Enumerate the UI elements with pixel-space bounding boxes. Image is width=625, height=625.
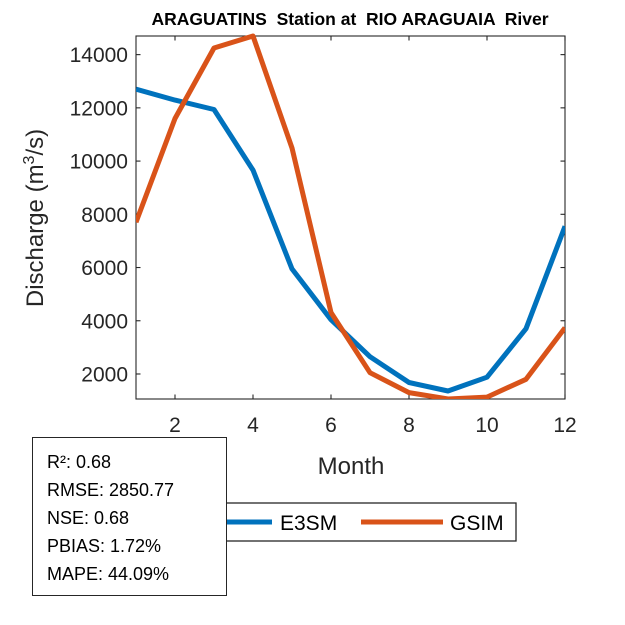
x-tick-label: 4 (247, 414, 259, 437)
y-axis-label: Discharge (m3/s) (21, 129, 49, 307)
x-tick-label: 12 (553, 414, 576, 437)
stat-r2: R²: 0.68 (47, 452, 112, 472)
y-tick-label: 14000 (70, 44, 128, 67)
x-axis-label: Month (318, 453, 385, 480)
stats-box: R²: 0.68 RMSE: 2850.77 NSE: 0.68 PBIAS: … (32, 437, 227, 596)
chart-title: ARAGUATINS Station at RIO ARAGUAIA River (151, 9, 548, 29)
y-tick-label: 8000 (81, 204, 128, 227)
y-tick-label: 2000 (81, 363, 128, 386)
y-tick-label: 6000 (81, 257, 128, 280)
stat-mape: MAPE: 44.09% (47, 564, 170, 584)
stat-pbias: PBIAS: 1.72% (47, 536, 162, 556)
x-tick-label: 2 (169, 414, 181, 437)
y-axis-label-tail: /s) (22, 129, 49, 156)
y-axis-label-sup: 3 (21, 155, 38, 164)
y-tick-label: 10000 (70, 151, 128, 174)
y-tick-label: 4000 (81, 310, 128, 333)
x-tick-label: 6 (325, 414, 337, 437)
stat-rmse: RMSE: 2850.77 (47, 480, 175, 500)
legend-label-gsim: GSIM (450, 512, 504, 535)
plot-area: 2 4 6 8 10 12 2000 4000 6000 8000 10000 12000 14000 (70, 33, 577, 437)
stat-nse: NSE: 0.68 (47, 508, 130, 528)
y-axis-label-main: Discharge (m (22, 164, 49, 307)
legend-label-e3sm: E3SM (280, 512, 337, 535)
y-tick-label: 12000 (70, 97, 128, 120)
x-tick-label: 10 (475, 414, 498, 437)
series-line-gsim (136, 33, 565, 399)
x-tick-label: 8 (403, 414, 415, 437)
